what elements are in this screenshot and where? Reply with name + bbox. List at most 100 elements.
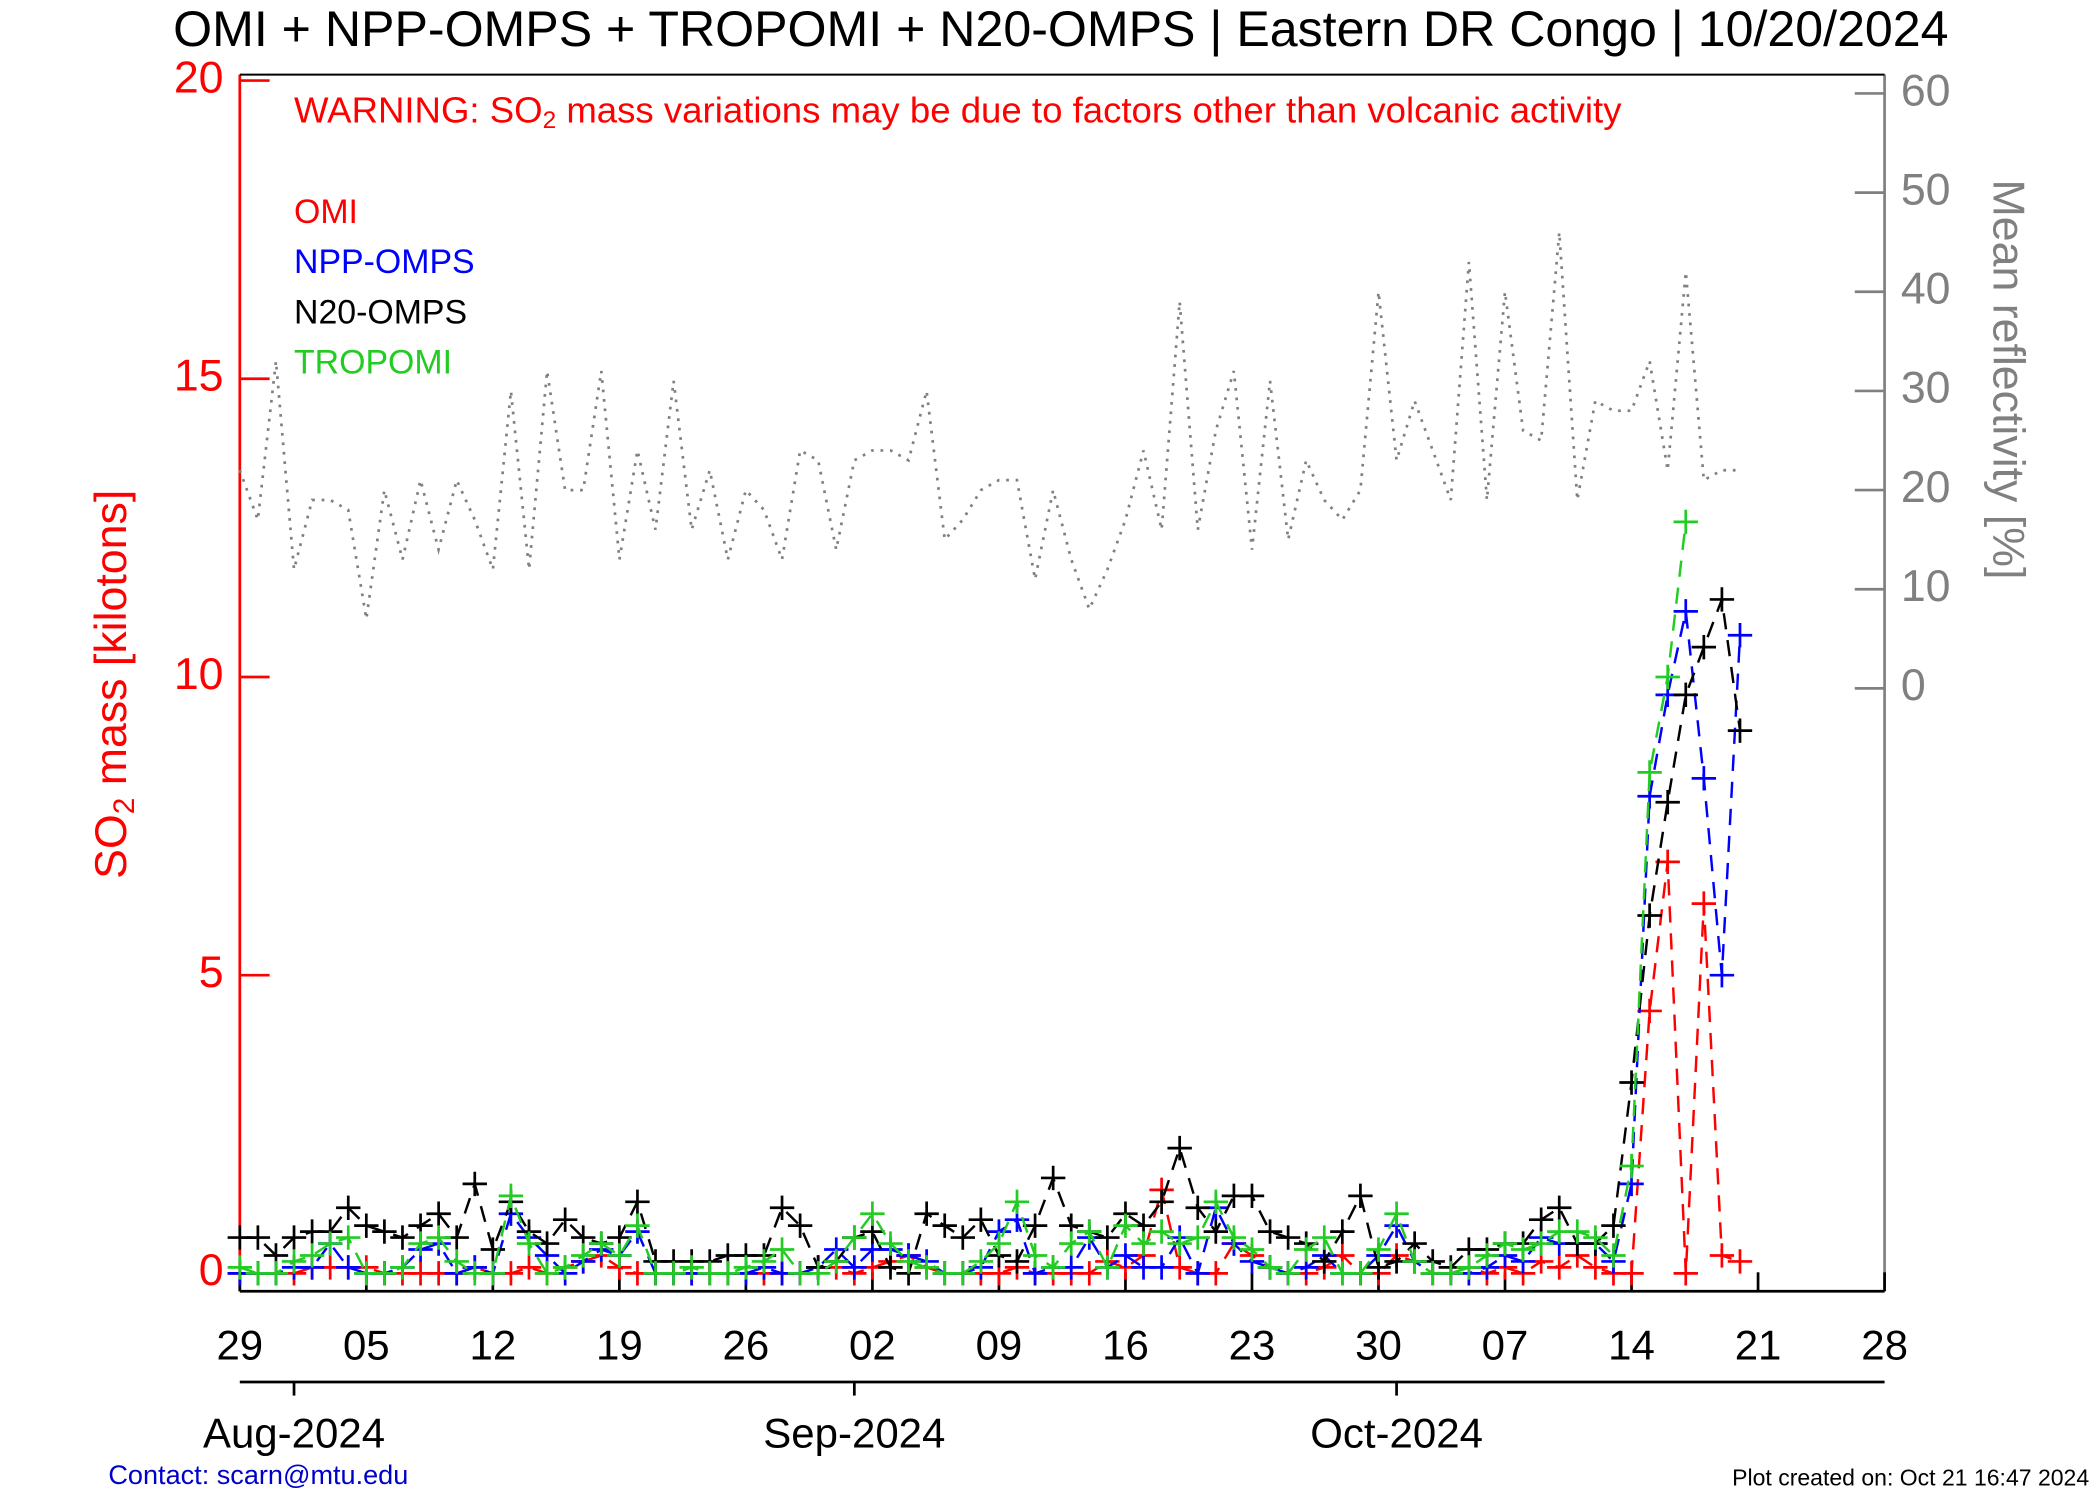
data-point [1348,1183,1373,1209]
data-point [1275,1261,1301,1286]
data-point [1709,587,1735,612]
x-tick-label: 14 [1608,1321,1655,1368]
data-point [842,1255,867,1280]
data-point [914,1255,939,1280]
data-point [1167,1135,1192,1161]
warning-subscript: 2 [543,107,557,134]
data-point [824,1249,849,1274]
data-point [1673,682,1698,708]
month-label: Oct-2024 [1310,1409,1483,1456]
data-point [1456,1255,1482,1280]
chart-title: OMI + NPP-OMPS + TROPOMI + N20-OMPS | Ea… [173,1,1948,57]
data-point [299,1243,325,1268]
data-point [896,1249,921,1274]
y-axis-label: SO2 mass [kilotons] [87,490,141,879]
month-label: Aug-2024 [203,1409,385,1456]
data-point [1203,1189,1229,1214]
data-point [336,1195,361,1220]
data-point [968,1249,994,1274]
data-point [1619,1070,1644,1095]
data-point [354,1213,379,1238]
data-point [1330,1219,1355,1244]
data-point [1655,849,1680,875]
data-point [245,1225,271,1250]
data-point [498,1183,524,1209]
legend-entry: NPP-OMPS [294,243,475,281]
contact: Contact: scarn@mtu.edu [108,1459,408,1490]
data-point [878,1255,903,1280]
data-point [1709,962,1735,988]
data-point [516,1255,542,1280]
data-point [317,1231,343,1256]
y2-axis-label: Mean reflectivity [%] [1983,180,2032,580]
data-point [336,1255,361,1280]
data-point [1167,1231,1192,1256]
data-point [1221,1225,1247,1250]
data-point [1022,1213,1048,1238]
data-point [372,1219,397,1244]
data-point [480,1261,506,1286]
y2-tick-label: 60 [1901,66,1951,115]
data-point [516,1231,542,1256]
data-point [1528,1207,1554,1232]
data-point [805,1261,831,1286]
data-point [1474,1243,1500,1268]
data-point [390,1255,415,1280]
data-point [1257,1219,1283,1244]
data-point [1149,1189,1174,1214]
x-tick-label: 12 [469,1321,516,1368]
data-point [1239,1237,1265,1262]
data-point [589,1231,614,1256]
legend-entry: TROPOMI [294,344,452,382]
data-point [751,1249,777,1274]
x-tick-label: 09 [976,1321,1023,1368]
data-point [263,1261,289,1286]
data-point [679,1255,704,1280]
x-tick-label: 30 [1355,1321,1402,1368]
data-point [1727,718,1753,743]
data-point [462,1171,487,1197]
data-point [1095,1255,1120,1280]
data-point [1528,1231,1554,1256]
data-point [1673,599,1698,624]
data-point [281,1249,307,1274]
data-point [769,1195,795,1220]
data-point [1203,1219,1229,1244]
y-tick-label: 10 [174,650,224,699]
data-point [1691,634,1717,660]
data-point [227,1255,252,1280]
x-tick-label: 29 [216,1321,263,1368]
data-point [860,1201,885,1226]
data-point [1547,1255,1572,1280]
data-point [1185,1261,1210,1286]
data-point [769,1237,795,1262]
warning-text: mass variations may be due to factors ot… [556,89,1622,130]
data-point [1040,1165,1066,1191]
y-tick-label: 0 [199,1246,224,1295]
data-point [661,1261,686,1286]
series-line [239,521,1688,1275]
data-point [625,1189,650,1214]
created-note: Plot created on: Oct 21 16:47 2024 [1732,1465,2089,1491]
data-point [1691,766,1717,791]
data-point [1402,1249,1427,1274]
data-point [625,1213,650,1238]
x-tick-label: 07 [1482,1321,1529,1368]
data-point [1709,1243,1735,1268]
y2-tick-label: 20 [1901,463,1951,512]
data-point [1727,623,1753,648]
x-tick-label: 28 [1861,1321,1908,1368]
data-point [986,1231,1012,1256]
data-point [1113,1213,1138,1238]
data-point [1077,1219,1102,1244]
x-tick-label: 16 [1102,1321,1149,1368]
x-tick-label: 19 [596,1321,643,1368]
data-point [1004,1249,1030,1274]
x-tick-label: 23 [1229,1321,1276,1368]
legend-entry: OMI [294,193,358,231]
data-point [1040,1255,1066,1280]
data-point [1673,509,1698,535]
data-point [1601,1213,1626,1238]
data-point [1077,1261,1102,1286]
